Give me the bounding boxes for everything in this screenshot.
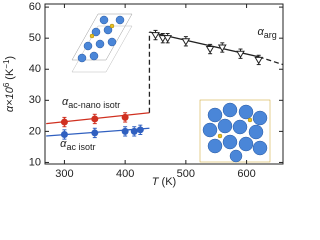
annotation-subscript: arg — [264, 30, 277, 40]
point — [130, 127, 138, 135]
inset-crystal — [71, 13, 133, 73]
point — [121, 113, 129, 121]
point — [151, 32, 160, 40]
point — [60, 118, 68, 126]
annotation-symbol: α — [62, 96, 69, 108]
x-tick-label: 300 — [55, 168, 73, 180]
y-tick-label: 60 — [29, 1, 41, 13]
y-tick-label: 30 — [29, 94, 41, 106]
x-tick-label: 500 — [177, 168, 195, 180]
annotation: αac-nano isotr — [62, 96, 120, 110]
annotation-symbol: α — [258, 26, 265, 38]
y-axis-symbol: α×10 — [4, 86, 16, 112]
x-axis-symbol: T — [152, 176, 160, 188]
x-axis-label: T (K) — [152, 176, 176, 188]
fit-line — [258, 56, 284, 66]
point — [181, 38, 191, 46]
plot-frame — [44, 3, 284, 165]
point — [163, 35, 173, 43]
point — [60, 130, 68, 138]
annotation-symbol: α — [60, 138, 67, 150]
y-tick-label: 10 — [29, 156, 41, 168]
x-tick-label: 600 — [237, 168, 255, 180]
y-tick-label: 40 — [29, 63, 41, 75]
point — [121, 127, 129, 135]
y-axis-unit: (K — [4, 68, 16, 80]
x-tick-label: 400 — [116, 168, 134, 180]
point — [254, 56, 264, 65]
point — [236, 50, 245, 59]
y-tick-label: 20 — [29, 125, 41, 137]
annotation: αarg — [258, 26, 277, 40]
y-tick-label: 50 — [29, 32, 41, 44]
annotation-subscript: ac-nano isotr — [68, 100, 120, 110]
inset-cluster — [199, 99, 271, 163]
point — [205, 46, 215, 54]
y-axis-unit-exponent: −1 — [2, 59, 11, 69]
point — [91, 115, 99, 123]
point — [217, 44, 227, 52]
point — [136, 126, 144, 134]
annotation: αac isotr — [60, 138, 95, 152]
x-axis-unit: (K) — [162, 176, 177, 188]
y-axis-label: α×106 (K−1) — [2, 56, 16, 112]
y-axis-exponent: 6 — [2, 82, 11, 87]
y-axis-close: ) — [4, 56, 16, 60]
annotation-subscript: ac isotr — [66, 142, 95, 152]
point — [91, 129, 99, 137]
